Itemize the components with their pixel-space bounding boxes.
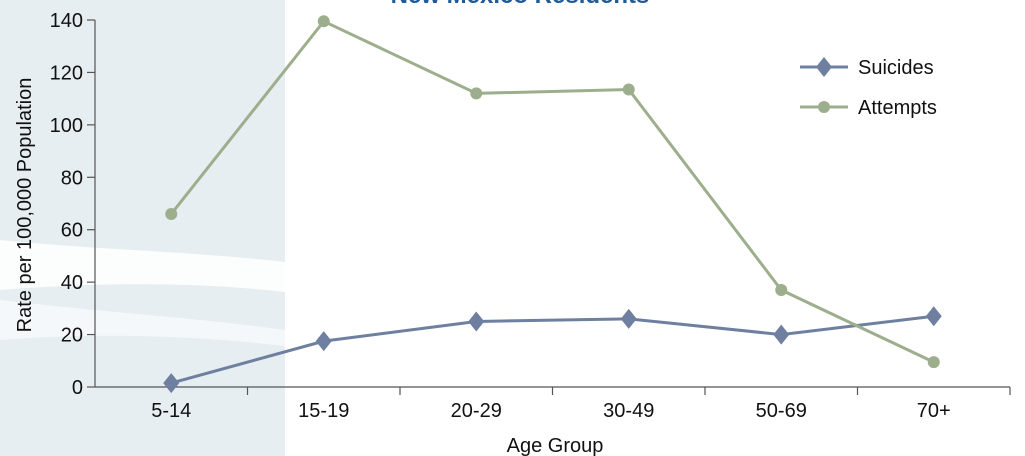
legend-label-suicides: Suicides bbox=[858, 57, 934, 79]
data-point-attempts bbox=[775, 284, 788, 297]
x-tick-label: 15-19 bbox=[298, 400, 349, 422]
y-tick-label: 80 bbox=[61, 167, 83, 189]
y-tick-label: 140 bbox=[50, 10, 83, 32]
y-axis-label: Rate per 100,000 Population bbox=[14, 78, 36, 333]
y-tick-label: 60 bbox=[61, 220, 83, 242]
x-tick-label: 30-49 bbox=[603, 400, 654, 422]
y-tick-label: 40 bbox=[61, 272, 83, 294]
data-point-suicides bbox=[773, 324, 790, 345]
series-line-suicides bbox=[170, 314, 934, 385]
legend: Suicides Attempts bbox=[800, 57, 937, 119]
data-point-suicides bbox=[315, 331, 332, 352]
y-ticks: 0 20 40 60 80 100 120 140 bbox=[50, 10, 95, 399]
data-point-attempts bbox=[622, 83, 635, 96]
x-tick-label: 20-29 bbox=[451, 400, 502, 422]
series-attempts bbox=[165, 15, 940, 369]
background-swoosh bbox=[0, 240, 285, 292]
data-point-attempts bbox=[165, 207, 178, 220]
chart-title: New Mexico Residents bbox=[391, 0, 650, 9]
x-tick-label: 70+ bbox=[917, 400, 951, 422]
data-point-suicides bbox=[620, 308, 637, 329]
x-axis-label: Age Group bbox=[507, 435, 604, 456]
x-tick-label: 50-69 bbox=[756, 400, 807, 422]
series-suicides bbox=[163, 306, 942, 394]
legend-label-attempts: Attempts bbox=[858, 97, 937, 119]
y-tick-label: 120 bbox=[50, 62, 83, 84]
x-ticks: 5-14 15-19 20-29 30-49 50-69 70+ bbox=[151, 387, 1011, 422]
background-decoration bbox=[0, 0, 285, 456]
y-tick-label: 20 bbox=[61, 325, 83, 347]
legend-item-suicides: Suicides bbox=[800, 57, 934, 79]
data-point-attempts bbox=[927, 356, 940, 369]
background-band bbox=[0, 0, 285, 456]
data-point-attempts bbox=[470, 87, 483, 100]
series-layer bbox=[163, 15, 942, 394]
data-point-suicides bbox=[163, 373, 180, 394]
legend-item-attempts: Attempts bbox=[800, 97, 937, 119]
y-tick-label: 0 bbox=[72, 377, 83, 399]
x-tick-label: 5-14 bbox=[151, 400, 191, 422]
background-swoosh-lower bbox=[0, 300, 285, 346]
legend-marker-attempts bbox=[818, 101, 830, 113]
data-point-suicides bbox=[468, 311, 485, 332]
y-tick-label: 100 bbox=[50, 115, 83, 137]
data-point-suicides bbox=[925, 306, 942, 327]
series-line-attempts bbox=[170, 19, 935, 364]
data-point-attempts bbox=[317, 15, 330, 28]
legend-marker-suicides bbox=[816, 57, 832, 77]
